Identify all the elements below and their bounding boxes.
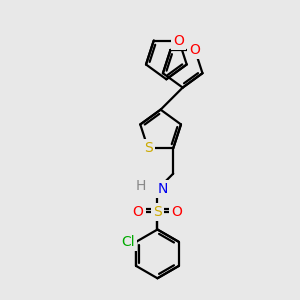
Text: Cl: Cl — [121, 235, 135, 249]
Text: H: H — [136, 179, 146, 193]
Text: O: O — [133, 205, 144, 219]
Text: S: S — [144, 141, 152, 155]
Text: O: O — [171, 205, 182, 219]
Text: S: S — [153, 205, 162, 219]
Text: O: O — [190, 43, 200, 57]
Text: O: O — [173, 34, 184, 47]
Text: N: N — [158, 182, 168, 197]
